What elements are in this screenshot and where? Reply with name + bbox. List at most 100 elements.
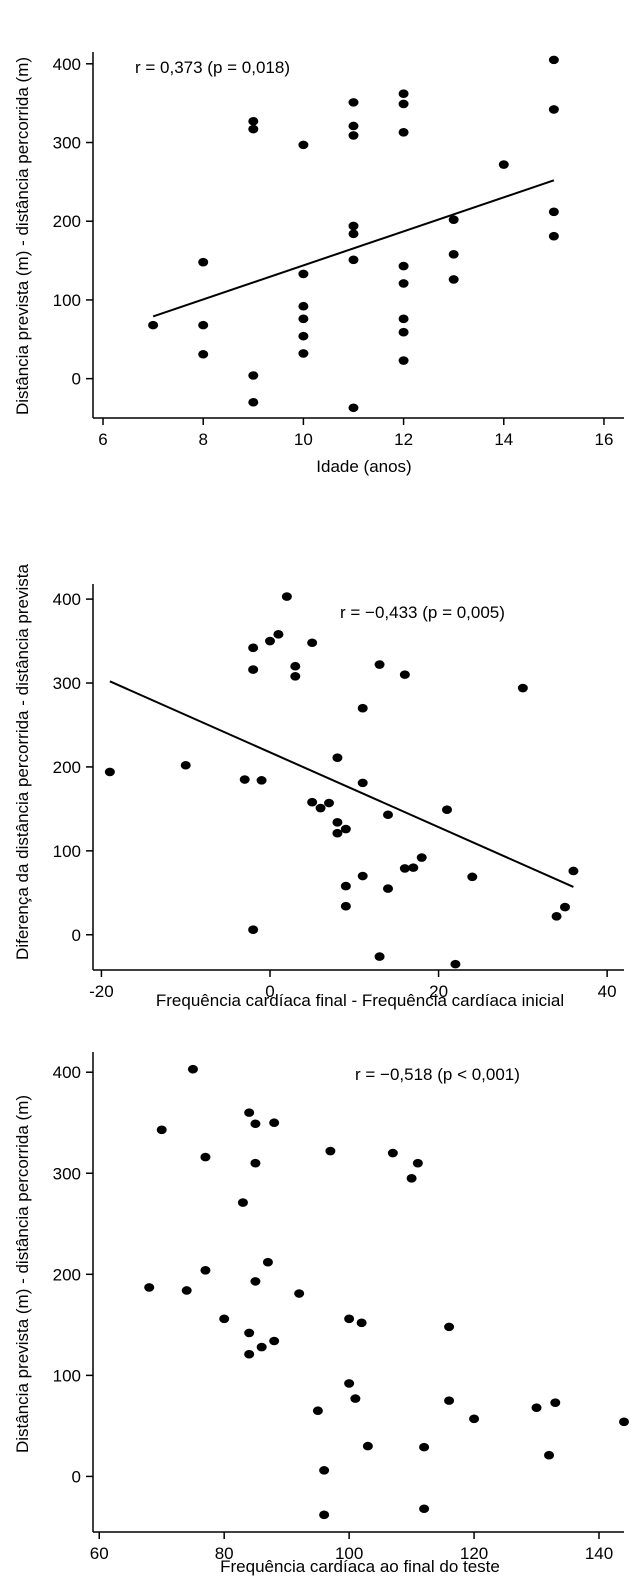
data-point bbox=[294, 1289, 305, 1298]
data-point bbox=[408, 863, 419, 872]
data-point bbox=[290, 661, 301, 671]
data-point bbox=[383, 810, 393, 820]
y-tick-label: 0 bbox=[72, 926, 81, 945]
y-tick-label: 300 bbox=[53, 1164, 81, 1183]
data-point bbox=[312, 1406, 323, 1416]
data-point bbox=[406, 1174, 417, 1183]
data-point bbox=[281, 592, 292, 601]
y-tick-label: 400 bbox=[53, 55, 81, 74]
data-point bbox=[298, 331, 309, 341]
trend-line bbox=[109, 680, 574, 888]
data-point bbox=[262, 1257, 273, 1267]
x-tick-label: -20 bbox=[89, 982, 114, 1001]
chart-marks: 6 8 10 12 14 16 0 100 200 300 400 bbox=[53, 52, 624, 449]
x-axis-label: Idade (anos) bbox=[316, 457, 411, 476]
data-point bbox=[250, 1119, 261, 1129]
data-point bbox=[198, 349, 209, 359]
data-point bbox=[398, 314, 409, 324]
data-point bbox=[348, 403, 359, 413]
data-point bbox=[398, 356, 409, 365]
data-point bbox=[332, 828, 343, 838]
data-point bbox=[219, 1314, 230, 1324]
data-point bbox=[269, 1118, 280, 1128]
data-point bbox=[319, 1466, 330, 1475]
data-point bbox=[298, 314, 309, 324]
data-point bbox=[398, 99, 409, 109]
y-axis-label: Distância prevista (m) - distância perco… bbox=[13, 57, 32, 415]
data-point bbox=[248, 397, 259, 407]
data-point bbox=[398, 89, 409, 99]
data-point bbox=[568, 866, 579, 876]
x-tick-label: 140 bbox=[585, 1544, 613, 1563]
data-point bbox=[357, 871, 368, 881]
x-tick-label: 80 bbox=[215, 1544, 234, 1563]
data-point bbox=[307, 638, 318, 648]
data-point bbox=[332, 818, 343, 827]
data-point bbox=[362, 1441, 373, 1451]
data-point bbox=[560, 902, 570, 912]
y-tick-label: 400 bbox=[53, 590, 81, 609]
data-point bbox=[450, 959, 461, 969]
data-point bbox=[148, 320, 159, 330]
data-point bbox=[356, 1318, 367, 1328]
data-point bbox=[548, 231, 559, 241]
x-tick-label: 100 bbox=[335, 1544, 363, 1563]
data-point bbox=[348, 229, 359, 239]
x-tick-label: 14 bbox=[494, 430, 513, 449]
scatter-chart-age: 6 8 10 12 14 16 0 100 200 300 400 r = 0,373 (p = 0… bbox=[13, 52, 624, 476]
scatter-chart-final-hr: 60 80 100 120 140 0 100 200 300 400 r = −0,518 (p… bbox=[13, 1052, 629, 1576]
data-point bbox=[248, 643, 259, 653]
data-point bbox=[374, 952, 385, 961]
data-point bbox=[244, 1108, 255, 1117]
y-tick-label: 200 bbox=[53, 758, 81, 777]
y-tick-label: 100 bbox=[53, 291, 81, 310]
data-point bbox=[398, 261, 409, 271]
correlation-annotation: r = 0,373 (p = 0,018) bbox=[135, 58, 290, 77]
data-point bbox=[319, 1510, 330, 1520]
data-point bbox=[198, 320, 209, 330]
data-point bbox=[324, 798, 334, 808]
data-point bbox=[419, 1504, 430, 1514]
data-point bbox=[416, 853, 427, 862]
data-point bbox=[273, 630, 284, 639]
data-point bbox=[250, 1277, 261, 1286]
data-point bbox=[187, 1064, 198, 1074]
x-tick-label: 40 bbox=[598, 982, 617, 1001]
data-point bbox=[448, 215, 459, 224]
data-point bbox=[348, 221, 359, 231]
data-point bbox=[357, 778, 368, 788]
y-tick-label: 300 bbox=[53, 674, 81, 693]
data-point bbox=[144, 1283, 155, 1292]
data-point bbox=[298, 301, 309, 311]
data-point bbox=[244, 1349, 255, 1359]
data-point bbox=[104, 767, 115, 777]
data-point bbox=[298, 349, 309, 358]
y-tick-label: 400 bbox=[53, 1063, 81, 1082]
data-point bbox=[340, 824, 351, 834]
y-tick-label: 100 bbox=[53, 842, 81, 861]
data-point bbox=[340, 881, 351, 891]
y-axis-label: Diferença da distância percorrida - dist… bbox=[13, 564, 32, 960]
data-point bbox=[548, 105, 559, 114]
y-tick-label: 0 bbox=[72, 1467, 81, 1486]
data-point bbox=[350, 1394, 361, 1403]
data-point bbox=[442, 805, 452, 815]
data-point bbox=[239, 775, 250, 784]
data-point bbox=[181, 1286, 192, 1295]
data-point bbox=[248, 925, 259, 935]
data-point bbox=[448, 249, 459, 259]
data-point bbox=[348, 98, 359, 107]
data-point bbox=[265, 636, 275, 646]
x-axis-label: Frequência cardíaca final - Frequência c… bbox=[156, 991, 564, 1010]
data-point bbox=[332, 753, 343, 762]
data-point bbox=[444, 1322, 455, 1332]
data-point bbox=[419, 1442, 430, 1452]
y-tick-label: 200 bbox=[53, 212, 81, 231]
y-tick-label: 300 bbox=[53, 134, 81, 153]
x-tick-label: 60 bbox=[90, 1544, 109, 1563]
data-point bbox=[544, 1450, 555, 1460]
data-point bbox=[290, 672, 301, 681]
data-point bbox=[551, 911, 562, 921]
